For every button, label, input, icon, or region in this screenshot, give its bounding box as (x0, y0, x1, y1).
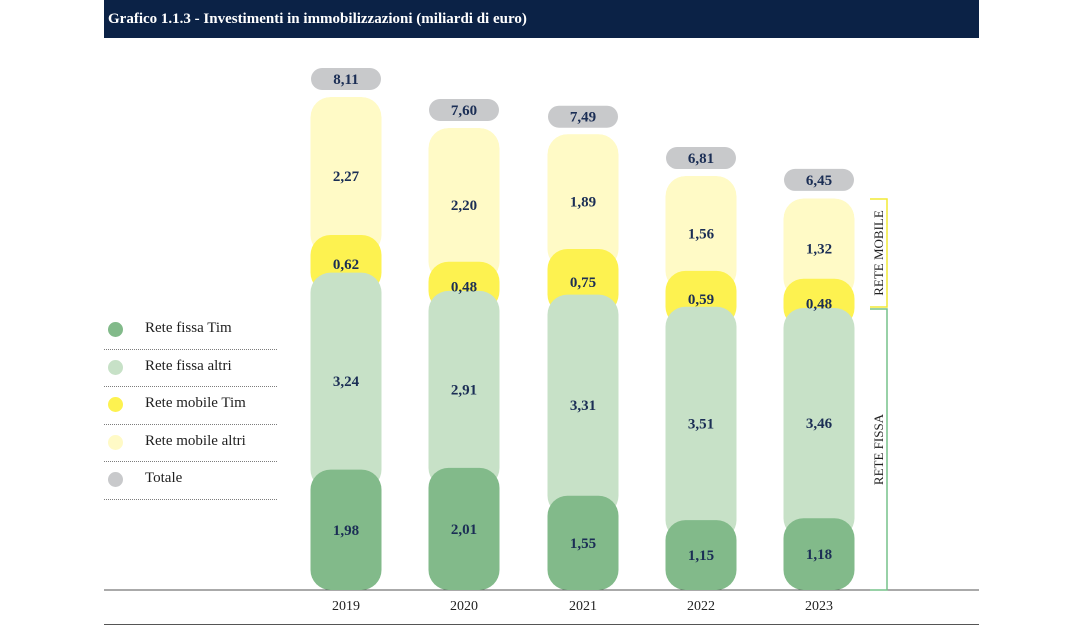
value-label-2019-2: 0,62 (333, 257, 359, 273)
bracket-rete-mobile (870, 198, 888, 308)
value-label-2020-1: 2,91 (451, 382, 477, 398)
bar-segment-2019-1 (310, 272, 382, 490)
total-pill-2020 (429, 99, 499, 122)
total-label-2023: 6,45 (806, 173, 832, 189)
group-label-rete-mobile: RETE MOBILE (871, 210, 886, 296)
value-label-2022-0: 1,15 (688, 548, 714, 564)
x-tick-label-2019: 2019 (332, 599, 360, 614)
value-label-2021-0: 1,55 (570, 536, 596, 552)
total-pill-2019 (311, 68, 381, 90)
value-label-2019-0: 1,98 (333, 523, 359, 539)
legend-item-rete-fissa-altri: Rete fissa altri (104, 350, 277, 387)
value-label-2019-3: 2,27 (333, 169, 360, 185)
legend-swatch-rete-mobile-altri (108, 434, 123, 450)
legend-item-rete-fissa-tim: Rete fissa Tim (104, 312, 277, 350)
x-tick-label-2021: 2021 (569, 599, 597, 614)
legend-swatch-rete-fissa-tim (108, 322, 123, 337)
value-label-2022-2: 0,59 (688, 292, 714, 308)
value-label-2019-1: 3,24 (333, 374, 360, 390)
legend-swatch-rete-fissa-altri (108, 359, 123, 375)
value-label-2023-1: 3,46 (806, 416, 833, 432)
legend-item-rete-mobile-altri: Rete mobile altri (104, 425, 277, 462)
value-label-2020-0: 2,01 (451, 522, 477, 538)
bar-segment-2020-1 (428, 290, 500, 488)
bar-segment-2022-0 (665, 520, 737, 590)
legend-swatch-totale (108, 472, 123, 487)
legend-item-rete-mobile-tim: Rete mobile Tim (104, 387, 277, 425)
total-label-2020: 7,60 (451, 103, 477, 119)
bar-segment-2021-0 (547, 495, 619, 590)
value-label-2021-1: 3,31 (570, 398, 596, 414)
bar-segment-2022-3 (665, 176, 737, 291)
chart-title: Grafico 1.1.3 - Investimenti in immobili… (104, 0, 979, 38)
value-label-2021-3: 1,89 (570, 195, 596, 211)
total-pill-2021 (548, 105, 618, 128)
total-label-2022: 6,81 (688, 151, 714, 167)
bar-segment-2020-0 (428, 467, 500, 590)
bar-segment-2023-3 (783, 198, 855, 299)
x-tick-label-2020: 2020 (450, 599, 478, 614)
total-pill-2023 (784, 168, 854, 191)
value-label-2023-2: 0,48 (806, 296, 832, 312)
total-pill-2022 (666, 147, 736, 170)
bar-segment-2019-3 (310, 97, 382, 255)
legend-label-rete-fissa-altri: Rete fissa altri (145, 357, 232, 374)
bar-segment-2022-1 (665, 306, 737, 541)
bracket-rete-fissa (870, 308, 888, 591)
legend-label-totale: Totale (145, 470, 183, 486)
legend-item-totale: Totale (104, 462, 277, 500)
bar-segment-2021-3 (547, 134, 619, 269)
legend-label-rete-mobile-tim: Rete mobile Tim (145, 395, 246, 411)
x-tick-label-2023: 2023 (805, 599, 833, 614)
x-tick-label-2022: 2022 (687, 599, 715, 614)
total-label-2019: 8,11 (333, 72, 358, 88)
value-label-2022-3: 1,56 (688, 226, 715, 242)
bar-segment-2020-3 (428, 128, 500, 282)
value-label-2022-1: 3,51 (688, 416, 714, 432)
legend-label-rete-mobile-altri: Rete mobile altri (145, 432, 246, 449)
bottom-rule (104, 624, 979, 625)
value-label-2021-2: 0,75 (570, 275, 596, 291)
bar-segment-2019-0 (310, 469, 382, 590)
total-label-2021: 7,49 (570, 110, 596, 126)
value-label-2020-2: 0,48 (451, 279, 477, 295)
legend-label-rete-fissa-tim: Rete fissa Tim (145, 320, 232, 336)
bar-segment-2023-0 (783, 518, 855, 590)
group-label-rete-fissa: RETE FISSA (871, 413, 886, 485)
bar-segment-2021-1 (547, 294, 619, 516)
value-label-2023-3: 1,32 (806, 242, 832, 258)
legend: Rete fissa Tim Rete fissa altri Rete mob… (104, 312, 277, 500)
bar-segment-2023-1 (783, 307, 855, 539)
value-label-2020-3: 2,20 (451, 198, 477, 214)
legend-swatch-rete-mobile-tim (108, 397, 123, 412)
value-label-2023-0: 1,18 (806, 547, 832, 563)
